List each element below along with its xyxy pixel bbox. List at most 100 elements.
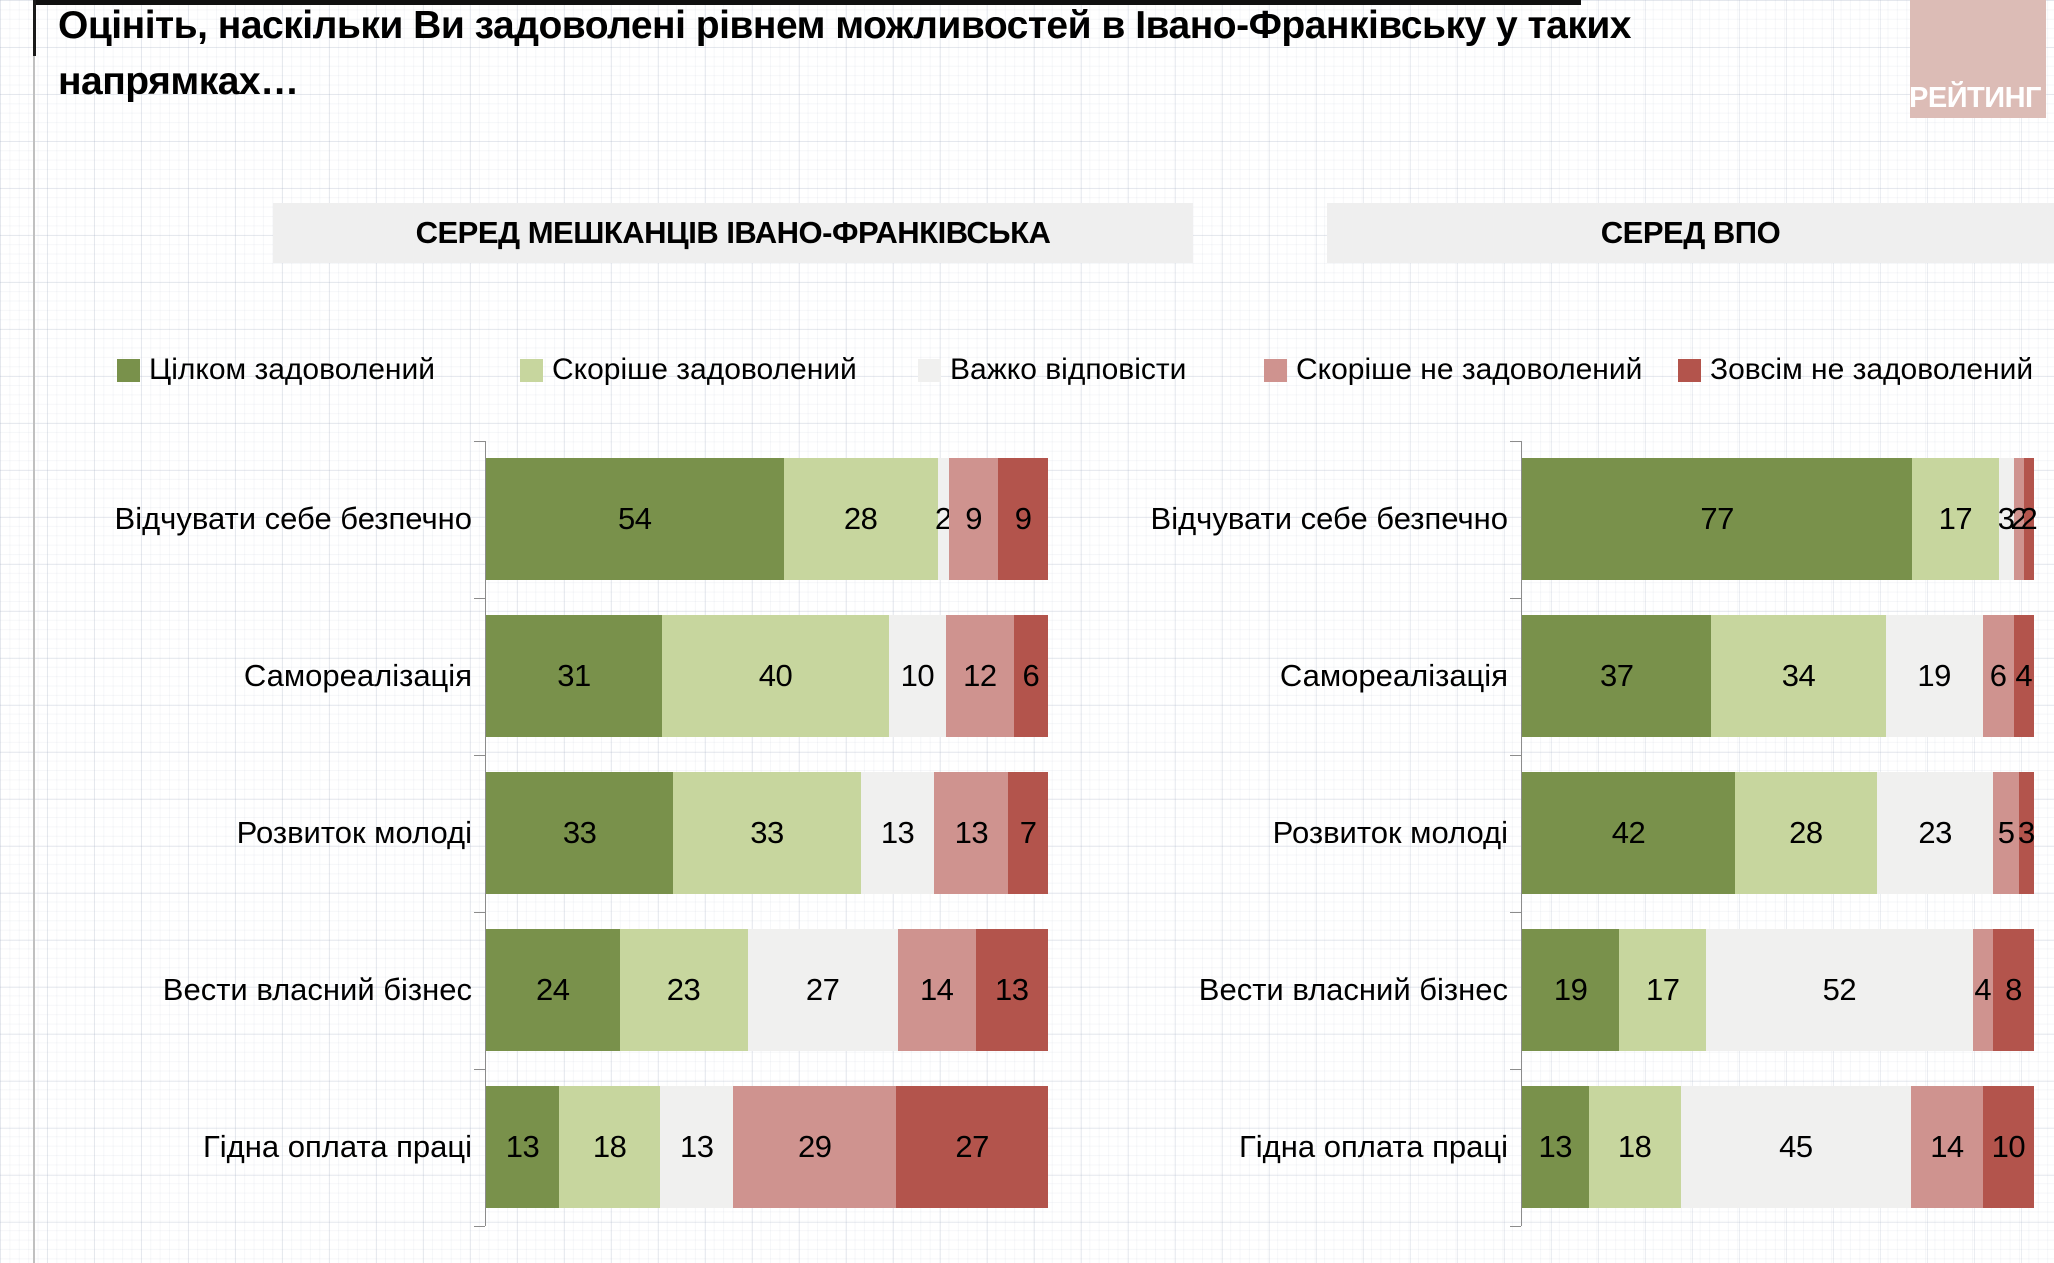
bar-segment: 2 [2021, 458, 2038, 580]
stacked-bar: 24 23 27 14 13 [486, 929, 1048, 1051]
bar-segment: 13 [860, 772, 935, 894]
legend-label: Скоріше не задоволений [1296, 353, 1643, 386]
chart-row: Гідна оплата праці 13 18 13 29 27 [60, 1086, 1048, 1208]
bar-segment: 29 [733, 1086, 897, 1208]
chart-rows: Відчувати себе безпечно 54 28 2 9 9 Самореаліз… [60, 458, 1048, 1208]
bar-segment: 28 [1734, 772, 1877, 894]
axis-tick [474, 1226, 485, 1227]
bar-segment: 10 [1982, 1086, 2034, 1208]
axis-tick [1510, 912, 1521, 913]
bar-segment: 23 [619, 929, 748, 1051]
bar-segment: 5 [1993, 772, 2019, 894]
bar-value-label: 5 [1997, 815, 2015, 850]
bar-segment: 17 [1619, 929, 1707, 1051]
chart-row: Вести власний бізнес 24 23 27 14 13 [60, 929, 1048, 1051]
bar-segment: 27 [896, 1086, 1048, 1208]
chart-idps: Відчувати себе безпечно 77 17 3 2 2 Самореаліз… [1140, 441, 2038, 1227]
bar-segment: 18 [559, 1086, 661, 1208]
legend-label: Важко відповісти [950, 353, 1187, 386]
bar-segment: 54 [486, 458, 784, 580]
panel-header-idps: СЕРЕД ВПО [1327, 203, 2054, 263]
axis-tick [474, 598, 485, 599]
stacked-bar: 31 40 10 12 6 [486, 615, 1048, 737]
bar-value-label: 28 [1789, 815, 1823, 850]
category-label: Самореалізація [243, 658, 472, 693]
category-label: Розвиток молоді [236, 815, 472, 850]
axis-tick [1510, 598, 1521, 599]
title-box-top-border [33, 0, 1581, 5]
bar-segment: 28 [783, 458, 938, 580]
legend-swatch-rather-unsatisfied [1264, 358, 1287, 382]
bar-segment: 31 [486, 615, 662, 737]
bar-value-label: 34 [1781, 658, 1816, 693]
bar-segment: 52 [1706, 929, 1973, 1051]
bar-value-label: 31 [557, 658, 591, 693]
bar-segment: 3 [2018, 772, 2035, 894]
bar-segment: 2 [2010, 458, 2028, 580]
bar-segment: 19 [1522, 929, 1620, 1051]
legend-label: Скоріше задоволений [552, 353, 857, 386]
legend-swatch-fully-unsatisfied [1678, 358, 1701, 382]
axis-tick [1510, 1226, 1521, 1227]
bar-value-label: 37 [1599, 658, 1634, 693]
category-label: Відчувати себе безпечно [1150, 501, 1508, 536]
bar-segment: 6 [1982, 615, 2014, 737]
chart-row: Гідна оплата праці 13 18 45 14 10 [1140, 1086, 2034, 1208]
bar-value-label: 10 [900, 658, 935, 693]
stacked-bar: 77 17 3 2 2 [1522, 458, 2038, 580]
bar-value-label: 14 [919, 972, 954, 1007]
rating-group-logo-label: РЕЙТИНГ [1909, 82, 2041, 114]
bar-value-label: 27 [955, 1129, 989, 1164]
bar-value-label: 4 [2015, 658, 2033, 693]
bar-segment: 8 [1993, 929, 2034, 1051]
axis-tick [1510, 1069, 1521, 1070]
bar-value-label: 7 [1019, 815, 1037, 850]
bar-value-label: 8 [2005, 972, 2022, 1007]
bar-segment: 33 [486, 772, 674, 894]
legend-item: Цілком задоволений [117, 352, 435, 388]
bar-value-label: 2 [2020, 501, 2038, 536]
chart-row: Розвиток молоді 42 28 23 5 3 [1140, 772, 2035, 894]
bar-segment: 17 [1912, 458, 1999, 580]
category-axis [1521, 441, 1522, 1226]
bar-value-label: 4 [1974, 972, 1992, 1007]
bar-value-label: 14 [1930, 1129, 1964, 1164]
bar-value-label: 52 [1822, 972, 1857, 1007]
category-label: Відчувати себе безпечно [114, 501, 472, 536]
bar-value-label: 2 [934, 501, 952, 536]
bar-segment: 14 [1911, 1086, 1983, 1208]
bar-value-label: 9 [965, 501, 982, 536]
legend-item: Зовсім не задоволений [1678, 352, 2033, 388]
chart-rows: Відчувати себе безпечно 77 17 3 2 2 Самореаліз… [1140, 458, 2038, 1208]
bar-segment: 9 [948, 458, 999, 580]
bar-segment: 10 [889, 615, 946, 737]
bar-value-label: 13 [679, 1129, 714, 1164]
bar-value-label: 9 [1014, 501, 1032, 536]
bar-value-label: 19 [1917, 658, 1951, 693]
bar-value-label: 40 [758, 658, 793, 693]
category-label: Вести власний бізнес [1198, 972, 1508, 1007]
legend-label: Зовсім не задоволений [1710, 353, 2034, 386]
stacked-bar: 33 33 13 13 7 [486, 772, 1048, 894]
chart-row: Самореалізація 31 40 10 12 6 [60, 615, 1048, 737]
bar-segment: 37 [1522, 615, 1712, 737]
bar-value-label: 23 [1918, 815, 1952, 850]
bar-segment: 34 [1711, 615, 1886, 737]
slide-left-border [33, 0, 35, 1263]
axis-tick [474, 1069, 485, 1070]
stacked-bar: 42 28 23 5 3 [1522, 772, 2035, 894]
bar-segment: 42 [1522, 772, 1735, 894]
bar-segment: 13 [1522, 1086, 1589, 1208]
bar-value-label: 18 [592, 1129, 627, 1164]
rating-group-logo: РЕЙТИНГ [1909, 0, 2046, 118]
axis-tick [1510, 755, 1521, 756]
bar-segment: 4 [2013, 615, 2034, 737]
bar-segment: 7 [1008, 772, 1048, 894]
bar-value-label: 2 [2010, 501, 2028, 536]
stacked-bar: 37 34 19 6 4 [1522, 615, 2034, 737]
category-axis [485, 441, 486, 1226]
axis-tick [474, 755, 485, 756]
bar-value-label: 6 [1989, 658, 2007, 693]
category-label: Гідна оплата праці [1238, 1129, 1508, 1164]
page-title: Оцініть, наскільки Ви задоволені рівнем … [58, 4, 1632, 103]
